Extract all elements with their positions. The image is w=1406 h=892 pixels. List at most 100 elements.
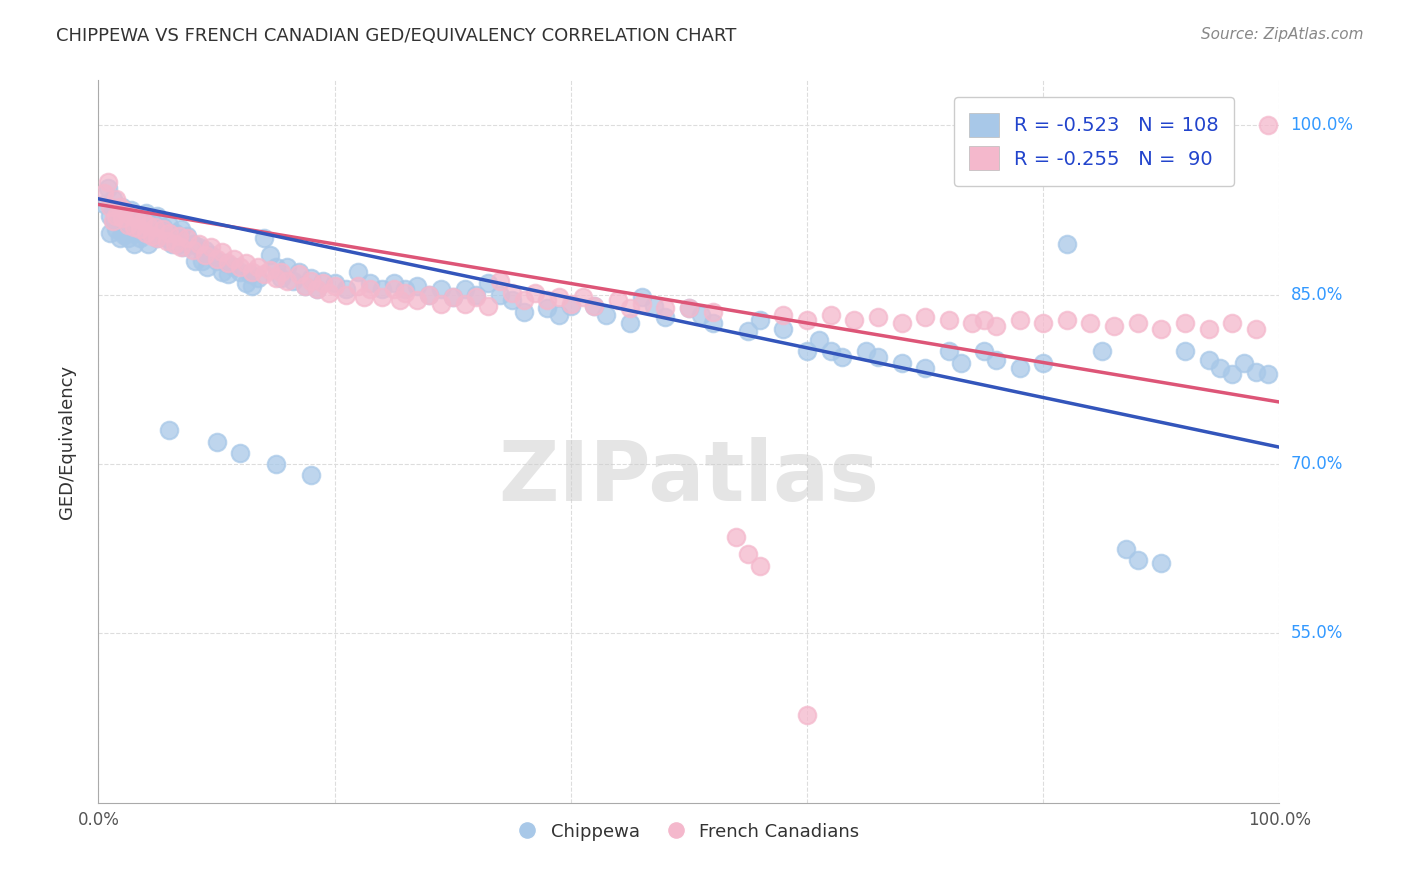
Point bbox=[394, 282, 416, 296]
Point bbox=[595, 308, 617, 322]
Point bbox=[820, 308, 842, 322]
Point bbox=[253, 268, 276, 282]
Point bbox=[394, 285, 416, 300]
Point bbox=[112, 203, 135, 218]
Point bbox=[224, 260, 246, 274]
Point bbox=[866, 350, 889, 364]
Point bbox=[382, 277, 405, 291]
Point bbox=[772, 308, 794, 322]
Point bbox=[93, 197, 115, 211]
Point bbox=[512, 293, 534, 308]
Point bbox=[229, 260, 252, 274]
Point bbox=[359, 277, 381, 291]
Point bbox=[1150, 321, 1173, 335]
Point bbox=[1244, 321, 1267, 335]
Point bbox=[200, 248, 222, 262]
Point bbox=[117, 214, 139, 228]
Point bbox=[305, 282, 328, 296]
Text: 85.0%: 85.0% bbox=[1291, 285, 1343, 304]
Point bbox=[1056, 237, 1078, 252]
Point bbox=[619, 301, 641, 316]
Point bbox=[170, 240, 193, 254]
Point bbox=[418, 287, 440, 301]
Point bbox=[1244, 365, 1267, 379]
Point bbox=[984, 319, 1007, 334]
Point bbox=[1091, 344, 1114, 359]
Point bbox=[560, 297, 582, 311]
Point bbox=[205, 253, 228, 268]
Point bbox=[215, 256, 238, 270]
Point bbox=[270, 270, 292, 285]
Point bbox=[938, 344, 960, 359]
Point bbox=[796, 707, 818, 722]
Point bbox=[165, 226, 187, 240]
Point bbox=[224, 252, 246, 266]
Point bbox=[194, 248, 217, 262]
Point bbox=[465, 287, 488, 301]
Point bbox=[122, 220, 145, 235]
Point bbox=[98, 226, 121, 240]
Point bbox=[93, 186, 115, 201]
Point bbox=[128, 222, 150, 236]
Point bbox=[101, 192, 124, 206]
Point bbox=[1126, 553, 1149, 567]
Point bbox=[200, 240, 222, 254]
Point bbox=[165, 237, 187, 252]
Point bbox=[1032, 316, 1054, 330]
Point bbox=[135, 226, 157, 240]
Point bbox=[191, 253, 214, 268]
Point bbox=[111, 220, 134, 235]
Point bbox=[312, 274, 335, 288]
Point bbox=[97, 175, 120, 189]
Point bbox=[141, 214, 163, 228]
Point bbox=[187, 240, 209, 254]
Point bbox=[1257, 119, 1279, 133]
Point bbox=[170, 222, 193, 236]
Point bbox=[172, 240, 194, 254]
Point bbox=[121, 209, 143, 223]
Point bbox=[299, 468, 322, 483]
Point bbox=[560, 299, 582, 313]
Point bbox=[1150, 557, 1173, 571]
Point bbox=[548, 290, 571, 304]
Text: CHIPPEWA VS FRENCH CANADIAN GED/EQUIVALENCY CORRELATION CHART: CHIPPEWA VS FRENCH CANADIAN GED/EQUIVALE… bbox=[56, 27, 737, 45]
Point bbox=[477, 299, 499, 313]
Point bbox=[105, 192, 128, 206]
Point bbox=[143, 220, 166, 235]
Point bbox=[101, 214, 124, 228]
Point bbox=[1008, 312, 1031, 326]
Point bbox=[571, 290, 593, 304]
Point bbox=[643, 299, 665, 313]
Point bbox=[167, 229, 190, 244]
Point bbox=[136, 218, 159, 232]
Point bbox=[406, 278, 429, 293]
Point bbox=[1102, 319, 1125, 334]
Point bbox=[146, 231, 169, 245]
Point bbox=[108, 200, 131, 214]
Point bbox=[253, 231, 276, 245]
Point bbox=[167, 237, 190, 252]
Point bbox=[1126, 316, 1149, 330]
Point bbox=[229, 446, 252, 460]
Point bbox=[98, 209, 121, 223]
Point bbox=[654, 301, 676, 316]
Point bbox=[181, 237, 204, 252]
Point bbox=[152, 220, 174, 235]
Point bbox=[737, 548, 759, 562]
Point bbox=[1209, 361, 1232, 376]
Point bbox=[108, 211, 131, 225]
Point bbox=[1080, 316, 1102, 330]
Point bbox=[264, 457, 287, 471]
Point bbox=[205, 434, 228, 449]
Point bbox=[984, 353, 1007, 368]
Point bbox=[112, 227, 135, 242]
Point bbox=[259, 248, 281, 262]
Point bbox=[477, 277, 499, 291]
Point bbox=[141, 229, 163, 244]
Point bbox=[973, 344, 995, 359]
Point bbox=[239, 268, 262, 282]
Point bbox=[235, 256, 257, 270]
Text: 100.0%: 100.0% bbox=[1291, 117, 1354, 135]
Point bbox=[264, 270, 287, 285]
Point bbox=[406, 293, 429, 308]
